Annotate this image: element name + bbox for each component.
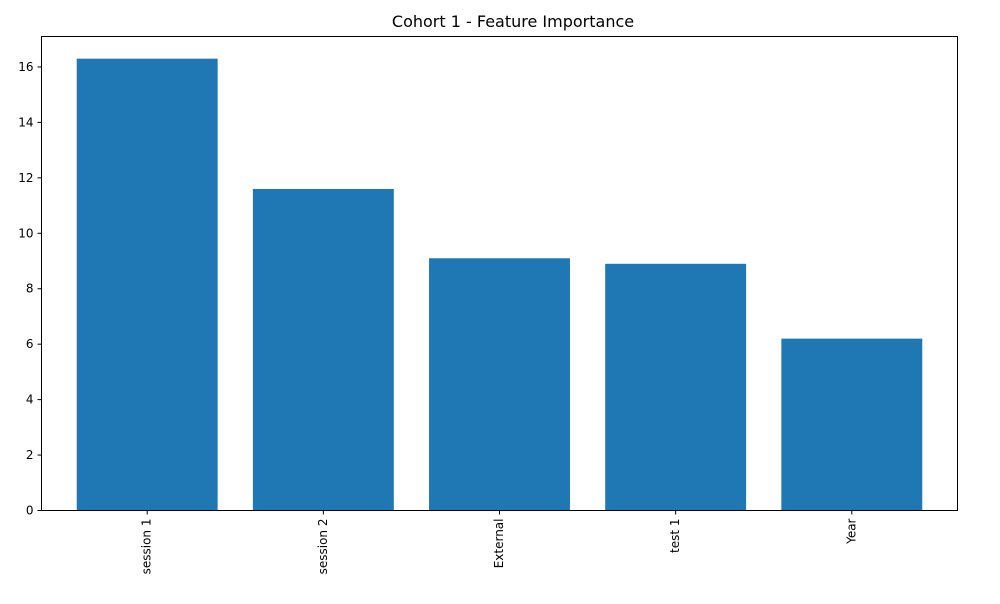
- bar-test-1: [605, 263, 747, 511]
- y-axis: 0 2 4 6 8 10 12 14 16: [18, 60, 42, 518]
- bar-external: [429, 258, 570, 511]
- x-tick-label: Year: [844, 518, 858, 544]
- x-tick-label: test 1: [668, 519, 682, 554]
- x-tick-label: session 2: [316, 519, 330, 575]
- bar-year: [781, 338, 923, 511]
- y-tick-label: 16: [18, 60, 33, 74]
- x-tick-label: External: [492, 519, 506, 569]
- y-tick-label: 2: [26, 448, 34, 462]
- chart-title: Cohort 1 - Feature Importance: [392, 12, 634, 31]
- y-tick-label: 12: [18, 171, 33, 185]
- x-tick-label: session 1: [140, 519, 154, 575]
- y-tick-label: 0: [26, 504, 34, 518]
- y-tick-label: 4: [26, 393, 34, 407]
- y-tick-label: 14: [18, 115, 33, 129]
- bar-session-1: [76, 58, 218, 511]
- plot-frame: [41, 36, 958, 511]
- y-tick-label: 10: [18, 226, 33, 240]
- bar-session-2: [252, 188, 394, 511]
- bars-layer: [76, 58, 923, 511]
- x-axis: session 1 session 2 External test 1 Year: [140, 510, 858, 575]
- y-tick-label: 8: [26, 282, 34, 296]
- y-tick-label: 6: [26, 337, 34, 351]
